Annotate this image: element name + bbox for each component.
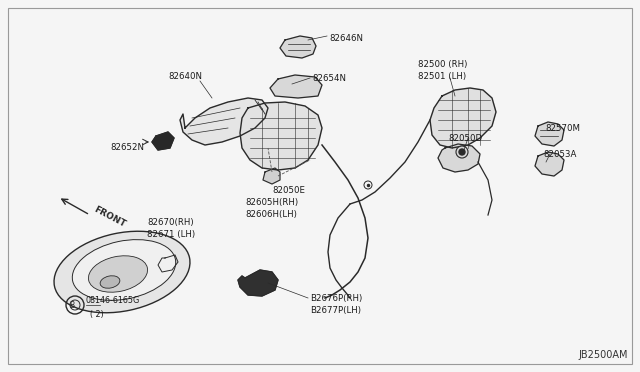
Polygon shape — [152, 132, 174, 150]
Ellipse shape — [100, 276, 120, 288]
Polygon shape — [430, 88, 496, 148]
Polygon shape — [263, 168, 280, 184]
Ellipse shape — [54, 231, 190, 313]
Text: 82050D: 82050D — [448, 134, 482, 143]
Ellipse shape — [72, 240, 176, 301]
Text: 82670(RH): 82670(RH) — [147, 218, 194, 227]
Polygon shape — [238, 270, 278, 296]
Text: 82605H(RH): 82605H(RH) — [245, 198, 298, 207]
Text: 08146-6165G: 08146-6165G — [86, 296, 140, 305]
Polygon shape — [158, 255, 178, 272]
Circle shape — [459, 149, 465, 155]
Text: 82570M: 82570M — [545, 124, 580, 133]
Text: 82606H(LH): 82606H(LH) — [245, 210, 297, 219]
Polygon shape — [280, 36, 316, 58]
Polygon shape — [240, 102, 322, 170]
Text: 82500 (RH): 82500 (RH) — [418, 60, 467, 69]
Polygon shape — [535, 122, 564, 146]
Ellipse shape — [88, 256, 148, 292]
Text: ( 2): ( 2) — [90, 310, 104, 319]
Text: 82671 (LH): 82671 (LH) — [147, 230, 195, 239]
Polygon shape — [535, 152, 564, 176]
Text: FRONT: FRONT — [92, 205, 127, 229]
Text: 82050E: 82050E — [272, 186, 305, 195]
Text: 82053A: 82053A — [543, 150, 577, 159]
Text: 82501 (LH): 82501 (LH) — [418, 72, 466, 81]
Text: 82646N: 82646N — [329, 34, 363, 43]
Text: 82640N: 82640N — [168, 72, 202, 81]
Text: 82654N: 82654N — [312, 74, 346, 83]
Polygon shape — [438, 144, 480, 172]
Polygon shape — [270, 75, 322, 98]
Text: 82652N: 82652N — [110, 143, 144, 152]
Text: JB2500AM: JB2500AM — [579, 350, 628, 360]
Text: B2677P(LH): B2677P(LH) — [310, 306, 361, 315]
Circle shape — [456, 146, 468, 158]
Text: B2676P(RH): B2676P(RH) — [310, 294, 362, 303]
Text: B: B — [69, 301, 75, 310]
Polygon shape — [180, 98, 268, 145]
